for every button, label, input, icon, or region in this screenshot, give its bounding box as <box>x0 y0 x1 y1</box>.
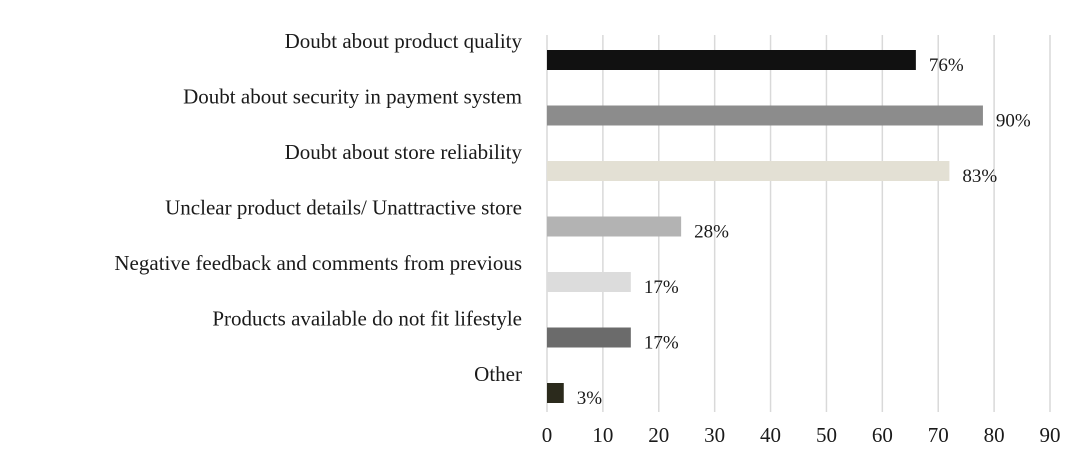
x-tick-label: 80 <box>984 423 1005 447</box>
x-tick-label: 50 <box>816 423 837 447</box>
category-label: Doubt about security in payment system <box>183 85 522 109</box>
category-label: Negative feedback and comments from prev… <box>114 251 522 275</box>
x-tick-label: 10 <box>592 423 613 447</box>
category-label: Doubt about store reliability <box>285 140 523 164</box>
data-label: 3% <box>577 388 603 409</box>
category-label: Other <box>474 362 522 386</box>
category-label: Unclear product details/ Unattractive st… <box>165 196 522 220</box>
x-tick-label: 60 <box>872 423 893 447</box>
x-tick-label: 70 <box>928 423 949 447</box>
bar <box>547 383 564 403</box>
x-tick-label: 90 <box>1040 423 1061 447</box>
data-label: 28% <box>694 222 729 243</box>
x-tick-label: 20 <box>648 423 669 447</box>
bar <box>547 161 950 181</box>
data-label: 83% <box>962 166 997 187</box>
data-label: 17% <box>644 277 679 298</box>
gridlines <box>546 35 1051 412</box>
x-tick-label: 0 <box>542 423 553 447</box>
category-labels: Doubt about product quality Doubt about s… <box>114 29 522 386</box>
bars <box>547 50 983 403</box>
data-labels: 76% 90% 83% 28% 17% 17% 3% <box>577 55 1031 409</box>
data-label: 17% <box>644 333 679 354</box>
data-label: 90% <box>996 111 1031 132</box>
bar <box>547 327 631 348</box>
x-tick-label: 30 <box>704 423 725 447</box>
bar <box>547 216 682 237</box>
x-tick-label: 40 <box>760 423 781 447</box>
bar <box>547 272 631 292</box>
bar <box>547 105 983 126</box>
category-label: Doubt about product quality <box>285 29 523 53</box>
bar <box>547 50 916 70</box>
data-label: 76% <box>929 55 964 76</box>
category-label: Products available do not fit lifestyle <box>212 307 522 331</box>
x-axis-ticks: 0 10 20 30 40 50 60 70 80 90 <box>542 423 1061 447</box>
